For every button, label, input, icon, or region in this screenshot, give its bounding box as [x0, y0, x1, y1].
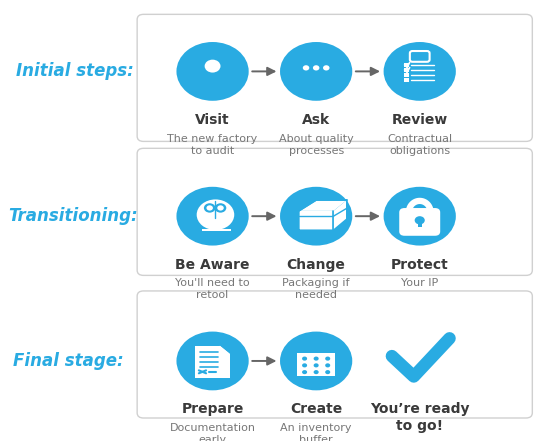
Polygon shape — [197, 66, 228, 90]
Text: Ask: Ask — [302, 113, 330, 127]
Circle shape — [215, 203, 227, 213]
Text: Documentation
early: Documentation early — [170, 423, 256, 441]
Text: An inventory
buffer: An inventory buffer — [280, 423, 352, 441]
FancyBboxPatch shape — [404, 73, 409, 77]
Text: Create: Create — [290, 403, 343, 416]
Circle shape — [314, 370, 319, 374]
Text: Prepare: Prepare — [182, 403, 244, 416]
FancyBboxPatch shape — [410, 51, 430, 62]
Circle shape — [303, 65, 309, 71]
Polygon shape — [299, 211, 333, 230]
Circle shape — [280, 42, 352, 101]
FancyBboxPatch shape — [404, 78, 409, 82]
Circle shape — [177, 42, 249, 101]
Text: Your IP: Your IP — [401, 278, 438, 288]
FancyBboxPatch shape — [298, 346, 335, 353]
Circle shape — [280, 187, 352, 246]
Text: Change: Change — [287, 258, 346, 272]
Circle shape — [325, 377, 330, 381]
Polygon shape — [311, 79, 324, 89]
FancyBboxPatch shape — [195, 346, 230, 378]
Circle shape — [192, 49, 234, 83]
Text: About quality
processes: About quality processes — [279, 134, 353, 156]
Text: Protect: Protect — [391, 258, 449, 272]
Circle shape — [314, 357, 319, 361]
Circle shape — [302, 370, 307, 374]
Text: The new factory
to audit: The new factory to audit — [167, 134, 257, 156]
FancyBboxPatch shape — [404, 68, 409, 72]
Text: You'll need to
retool: You'll need to retool — [175, 278, 250, 300]
Polygon shape — [333, 200, 347, 230]
Circle shape — [177, 332, 249, 390]
Circle shape — [207, 206, 213, 211]
Circle shape — [204, 203, 216, 213]
Text: Contractual
obligations: Contractual obligations — [387, 134, 452, 156]
Circle shape — [323, 65, 330, 71]
Circle shape — [314, 377, 319, 381]
Text: Visit: Visit — [195, 113, 230, 127]
Polygon shape — [220, 346, 230, 354]
Circle shape — [325, 357, 330, 361]
Circle shape — [384, 187, 456, 246]
Text: Packaging if
needed: Packaging if needed — [282, 278, 350, 300]
Circle shape — [177, 187, 249, 246]
Circle shape — [217, 206, 224, 211]
Text: Review: Review — [392, 113, 448, 127]
FancyBboxPatch shape — [417, 220, 422, 228]
Circle shape — [314, 363, 319, 367]
Circle shape — [302, 357, 307, 361]
FancyBboxPatch shape — [202, 228, 231, 232]
Text: You’re ready
to go!: You’re ready to go! — [370, 403, 469, 433]
Text: Final stage:: Final stage: — [14, 352, 124, 370]
FancyBboxPatch shape — [292, 55, 340, 81]
Circle shape — [205, 60, 221, 73]
Circle shape — [302, 377, 307, 381]
Circle shape — [197, 199, 234, 230]
FancyBboxPatch shape — [211, 224, 221, 230]
Circle shape — [313, 65, 319, 71]
Circle shape — [415, 216, 425, 224]
Circle shape — [302, 363, 307, 367]
Circle shape — [325, 363, 330, 367]
FancyBboxPatch shape — [398, 56, 441, 90]
Polygon shape — [299, 200, 347, 211]
Text: Be Aware: Be Aware — [175, 258, 250, 272]
Text: Initial steps:: Initial steps: — [16, 62, 134, 80]
FancyBboxPatch shape — [137, 148, 532, 275]
FancyBboxPatch shape — [404, 63, 409, 67]
FancyBboxPatch shape — [137, 15, 532, 142]
FancyBboxPatch shape — [298, 346, 335, 376]
Polygon shape — [220, 346, 230, 354]
Circle shape — [280, 332, 352, 390]
FancyBboxPatch shape — [137, 291, 532, 418]
FancyBboxPatch shape — [399, 208, 440, 236]
Text: Transitioning:: Transitioning: — [8, 207, 138, 225]
Circle shape — [325, 370, 330, 374]
Circle shape — [384, 42, 456, 101]
